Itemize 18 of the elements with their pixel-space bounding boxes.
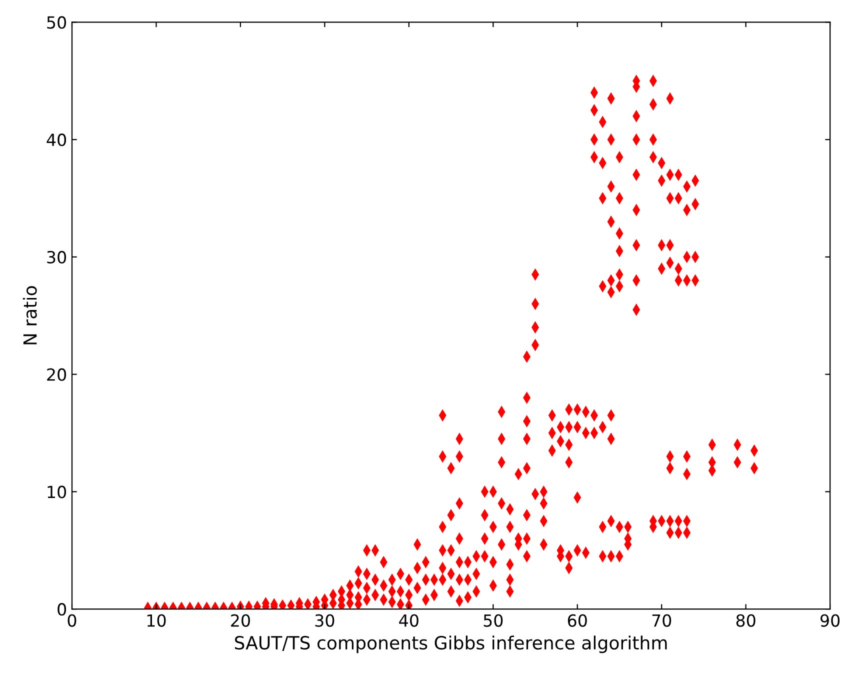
x-tick-label: 40 <box>399 614 418 627</box>
y-tick-label: 30 <box>47 250 66 264</box>
x-tick-label: 60 <box>568 614 587 627</box>
y-tick-label: 20 <box>47 368 66 381</box>
y-tick-label: 0 <box>58 603 66 616</box>
x-tick-label: 10 <box>147 614 166 627</box>
y-tick-label: 50 <box>47 16 66 29</box>
x-tick-label: 50 <box>484 614 503 627</box>
y-axis-title: N ratio <box>22 286 37 344</box>
x-tick-label: 30 <box>315 614 334 627</box>
x-tick-label: 90 <box>820 614 840 627</box>
x-tick-label: 80 <box>736 614 756 627</box>
x-tick-label: 20 <box>231 614 250 627</box>
x-tick-label: 70 <box>652 614 672 627</box>
x-tick-label: 0 <box>68 614 76 627</box>
x-axis-title: SAUT/TS components Gibbs inference algorithm <box>234 636 667 654</box>
y-tick-label: 10 <box>48 486 66 498</box>
y-tick-label: 40 <box>46 134 66 146</box>
